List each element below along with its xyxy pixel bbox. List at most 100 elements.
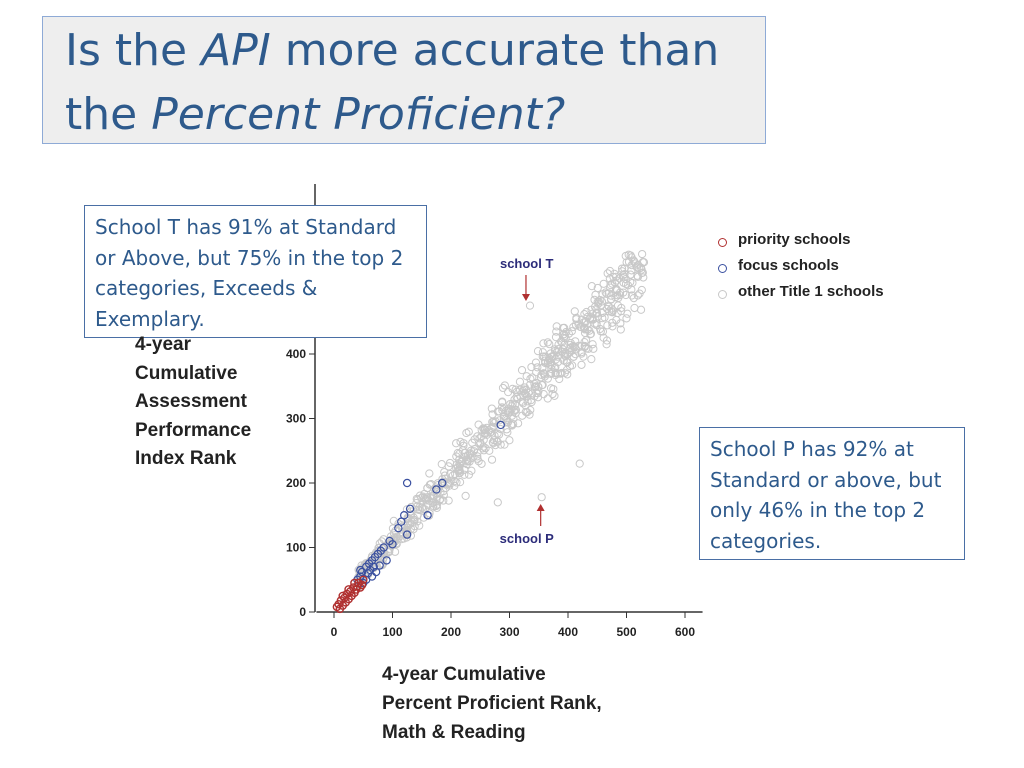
point-other-title1 <box>596 295 605 305</box>
point-other-title1 <box>536 373 546 382</box>
x-tick-label: 400 <box>558 625 578 639</box>
point-other-title1 <box>425 469 434 478</box>
point-other-title1 <box>526 374 535 383</box>
point-other-title1 <box>439 490 448 499</box>
point-other-title1 <box>459 439 468 448</box>
point-other-title1 <box>574 320 583 329</box>
point-other-title1 <box>639 273 648 282</box>
point-other-title1 <box>507 411 517 420</box>
point-other-title1 <box>619 271 628 280</box>
point-other-title1 <box>443 479 452 488</box>
point-other-title1 <box>525 301 535 310</box>
point-other-title1 <box>429 501 438 511</box>
point-other-title1 <box>637 285 646 295</box>
point-other-title1 <box>525 380 535 389</box>
point-other-title1 <box>410 516 419 525</box>
point-other-title1 <box>592 308 601 317</box>
point-other-title1 <box>572 345 581 354</box>
point-other-title1 <box>474 457 483 466</box>
point-other-title1 <box>464 470 474 479</box>
point-other-title1 <box>559 333 569 343</box>
point-other-title1 <box>512 392 521 402</box>
point-focus <box>400 511 409 520</box>
point-other-title1 <box>461 491 470 500</box>
point-focus <box>369 562 378 572</box>
point-other-title1 <box>503 406 512 415</box>
point-other-title1 <box>553 357 563 367</box>
point-other-title1 <box>543 358 553 368</box>
point-other-title1 <box>437 460 446 469</box>
point-other-title1 <box>455 461 465 470</box>
title-box: Is the API more accurate than the Percen… <box>42 16 766 144</box>
point-other-title1 <box>381 550 390 560</box>
y-axis-label-line: Assessment <box>135 391 247 412</box>
y-axis-label-line: Performance <box>135 419 252 441</box>
point-other-title1 <box>465 450 474 459</box>
point-other-title1 <box>593 297 602 307</box>
point-other-title1 <box>452 439 461 448</box>
point-other-title1 <box>563 370 572 379</box>
point-focus <box>402 530 412 539</box>
point-other-title1 <box>630 257 639 266</box>
point-other-title1 <box>586 329 596 338</box>
point-other-title1 <box>392 540 401 549</box>
point-other-title1 <box>407 502 416 512</box>
point-other-title1 <box>533 363 542 372</box>
point-other-title1 <box>605 266 615 276</box>
point-other-title1 <box>394 534 403 543</box>
point-other-title1 <box>548 389 557 399</box>
point-other-title1 <box>438 475 447 484</box>
point-other-title1 <box>473 448 482 457</box>
callout-p-line: only 46% in the top 2 <box>710 498 926 522</box>
point-other-title1 <box>518 399 528 408</box>
point-other-title1 <box>555 374 564 384</box>
point-focus <box>405 504 415 513</box>
point-other-title1 <box>572 315 581 324</box>
legend-label-priority: priority schools <box>738 231 851 248</box>
point-other-title1 <box>474 420 483 429</box>
point-other-title1 <box>575 459 584 468</box>
point-other-title1 <box>543 338 552 347</box>
point-other-title1 <box>531 358 541 367</box>
point-priority <box>350 578 359 588</box>
point-other-title1 <box>571 337 580 346</box>
point-other-title1 <box>487 404 496 413</box>
x-tick-label: 600 <box>675 625 695 639</box>
point-other-title1 <box>567 327 576 336</box>
point-other-title1 <box>616 288 625 297</box>
point-other-title1 <box>598 308 607 318</box>
point-other-title1 <box>538 348 547 357</box>
x-tick-label: 0 <box>331 625 338 639</box>
point-other-title1 <box>543 394 552 403</box>
point-focus <box>382 556 391 565</box>
y-axis-label: 4-year Cumulative Assessment Performance… <box>135 331 251 474</box>
point-other-title1 <box>551 362 560 372</box>
point-other-title1 <box>481 444 490 453</box>
point-other-title1 <box>613 291 622 300</box>
legend-label-focus: focus schools <box>738 257 839 274</box>
point-other-title1 <box>487 455 497 464</box>
callout-school-t: School T has 91% at Standard or Above, b… <box>84 205 427 338</box>
point-other-title1 <box>539 339 548 348</box>
point-other-title1 <box>583 320 592 329</box>
point-focus <box>402 478 412 488</box>
point-focus <box>388 540 397 549</box>
point-focus <box>375 561 384 570</box>
point-other-title1 <box>638 249 647 259</box>
y-axis-label-line: Cumulative <box>135 362 238 384</box>
point-other-title1 <box>458 456 467 466</box>
point-other-title1 <box>638 268 647 277</box>
point-other-title1 <box>608 308 617 317</box>
point-other-title1 <box>611 293 620 302</box>
point-other-title1 <box>552 322 561 331</box>
point-other-title1 <box>379 535 388 544</box>
point-other-title1 <box>526 396 536 405</box>
x-axis-label-line: Math & Reading <box>382 722 526 743</box>
callout-t-line: School T has 91% at Standard <box>95 215 397 239</box>
point-other-title1 <box>627 285 636 294</box>
point-other-title1 <box>623 309 632 318</box>
point-other-title1 <box>404 514 413 523</box>
point-other-title1 <box>508 399 517 408</box>
point-other-title1 <box>633 291 642 300</box>
